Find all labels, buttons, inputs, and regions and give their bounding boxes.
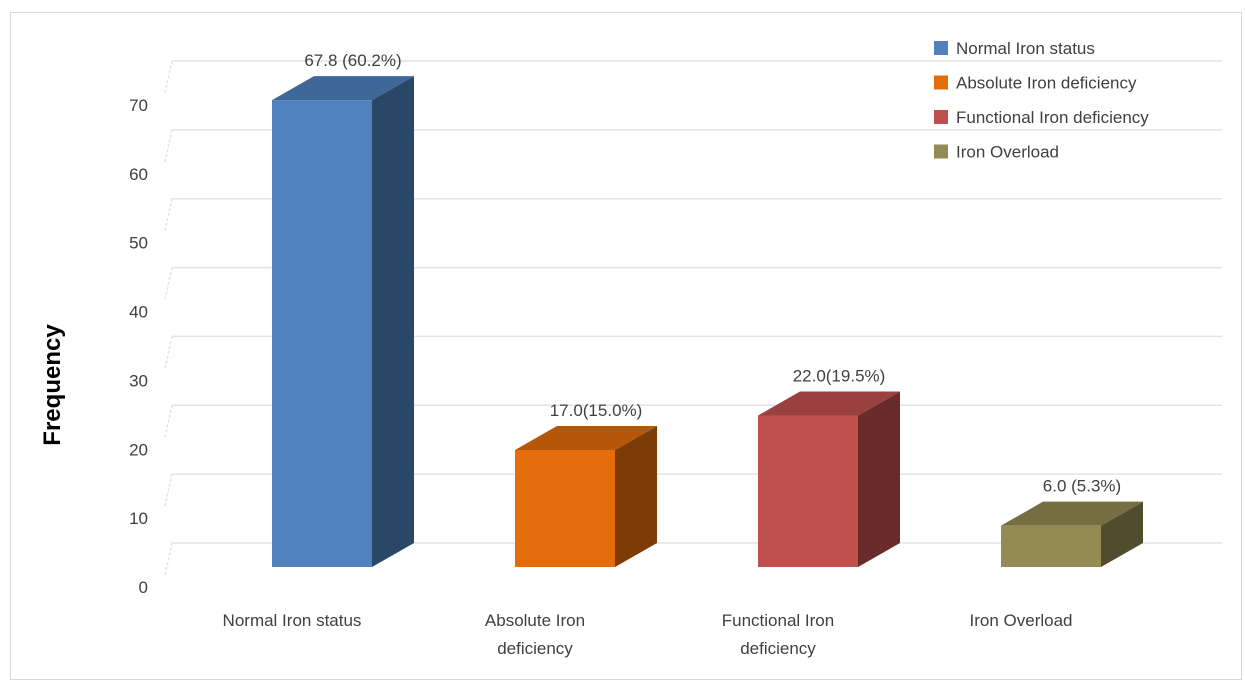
bar [758,391,900,567]
legend-swatch [934,144,948,159]
legend: Normal Iron status Absolute Iron deficien… [934,39,1149,162]
y-tick-label: 20 [129,440,148,459]
bar-top [758,391,900,416]
x-tick-labels: Normal Iron status Absolute Iron deficienc… [223,611,1073,658]
y-tick-label: 50 [129,234,148,253]
x-tick-label: deficiency [497,639,573,658]
gridline-depth [164,129,173,163]
y-tick-label: 70 [129,96,148,115]
legend-label: Functional Iron deficiency [956,108,1149,127]
bar-side [1101,501,1143,567]
legend-swatch [934,75,948,90]
gridline-depth [164,60,173,94]
gridline-depth [164,198,173,231]
bar-front [515,449,615,567]
gridline-depth [164,405,173,438]
legend-swatch [934,41,948,55]
x-tick-label: Functional Iron [722,611,834,630]
legend-label: Absolute Iron deficiency [956,74,1137,93]
bar-front [758,415,858,567]
chart-frame [10,12,1242,680]
bar-front [1001,525,1101,567]
x-tick-label: deficiency [740,639,816,658]
bars: 67.8 (60.2%) 17.0(15.0%) 22.0(19.5%) 6.0 (5… [272,51,1143,568]
bar-side [372,76,414,568]
y-axis-label: Frequency [39,324,66,446]
x-tick-label: Absolute Iron [485,611,585,630]
x-tick-label: Iron Overload [970,611,1073,630]
data-label: 6.0 (5.3%) [1043,477,1121,496]
gridline-depth [164,267,173,300]
y-tick-label: 0 [139,578,148,597]
bar-top [1001,501,1143,526]
gridline-depth [164,473,173,507]
bar-top [272,76,414,101]
legend-label: Iron Overload [956,143,1059,162]
legend-swatch [934,110,948,124]
data-label: 22.0(19.5%) [793,367,886,386]
y-tick-labels: 0 10 20 30 40 50 60 70 [129,96,148,597]
legend-label: Normal Iron status [956,39,1095,58]
data-label: 67.8 (60.2%) [304,51,401,70]
bar-top [515,425,657,450]
bar [272,76,414,568]
gridline-depth [164,336,173,369]
data-label: 17.0(15.0%) [550,401,643,420]
x-tick-label: Normal Iron status [223,611,362,630]
bar [1001,501,1143,567]
bar [515,425,657,567]
y-tick-label: 10 [129,509,148,528]
y-tick-label: 60 [129,165,148,184]
bar-side [858,391,900,567]
bar-side [615,425,657,567]
y-tick-label: 40 [129,303,148,322]
bar-front [272,100,372,568]
y-tick-label: 30 [129,371,148,390]
gridline-depth [164,542,173,576]
